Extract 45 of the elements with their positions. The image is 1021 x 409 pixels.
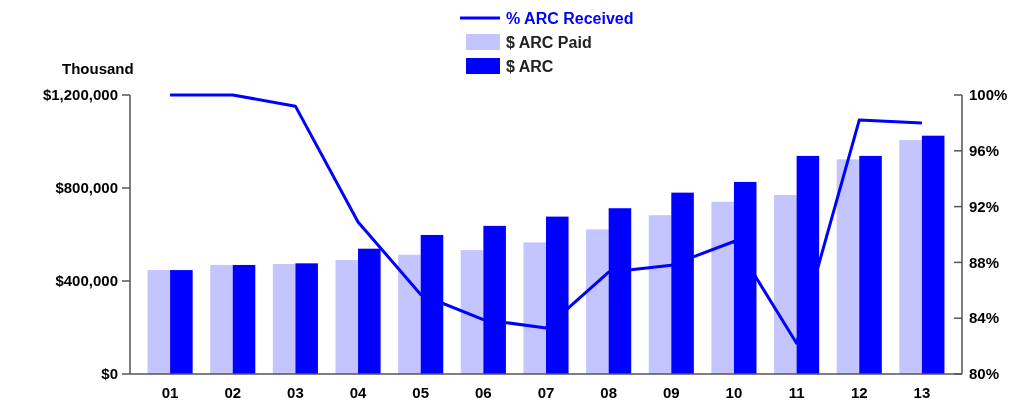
legend-label: $ ARC	[506, 57, 554, 75]
y-tick-label: $0	[101, 365, 118, 383]
bar	[899, 140, 922, 374]
bar	[921, 135, 945, 374]
bar	[774, 194, 797, 374]
x-tick-label: 08	[600, 384, 617, 401]
y2-tick-label: 92%	[969, 197, 1000, 215]
bar	[859, 155, 882, 374]
bar	[648, 215, 672, 374]
x-tick-label: 02	[224, 384, 242, 401]
bar	[523, 242, 546, 374]
bar	[711, 201, 734, 374]
y2-tick-label: 100%	[969, 86, 1008, 104]
y2-tick-label: 96%	[969, 142, 1000, 160]
x-tick-label: 09	[662, 384, 680, 401]
y-axis-title: Thousand	[62, 60, 134, 77]
x-tick-label: 13	[913, 384, 931, 401]
x-tick-label: 11	[788, 384, 805, 401]
bar	[170, 270, 193, 374]
legend-label: % ARC Received	[506, 9, 634, 27]
y2-tick-label: 88%	[969, 253, 1000, 271]
y-tick-label: $400,000	[55, 272, 118, 290]
x-tick-label: 07	[537, 384, 555, 401]
bar	[586, 229, 609, 374]
bar	[295, 263, 318, 374]
x-tick-label: 01	[161, 384, 179, 401]
x-tick-label: 06	[475, 384, 492, 401]
bar	[147, 270, 171, 374]
y2-tick-label: 84%	[969, 309, 1000, 327]
x-tick-label: 03	[287, 384, 304, 401]
x-tick-label: 10	[725, 384, 743, 401]
y2-tick-label: 80%	[969, 365, 1000, 383]
x-tick-label: 04	[349, 384, 368, 401]
bar	[272, 264, 296, 374]
bar	[335, 260, 359, 374]
legend-label: $ ARC Paid	[506, 33, 592, 51]
bar	[210, 264, 233, 374]
bar	[836, 159, 860, 374]
x-tick-label: 12	[850, 384, 868, 401]
bar	[460, 250, 484, 374]
y-tick-label: $800,000	[55, 179, 118, 197]
bar	[232, 264, 256, 374]
x-tick-label: 05	[412, 384, 430, 401]
y-tick-label: $1,200,000	[42, 86, 118, 104]
bar	[398, 254, 421, 374]
